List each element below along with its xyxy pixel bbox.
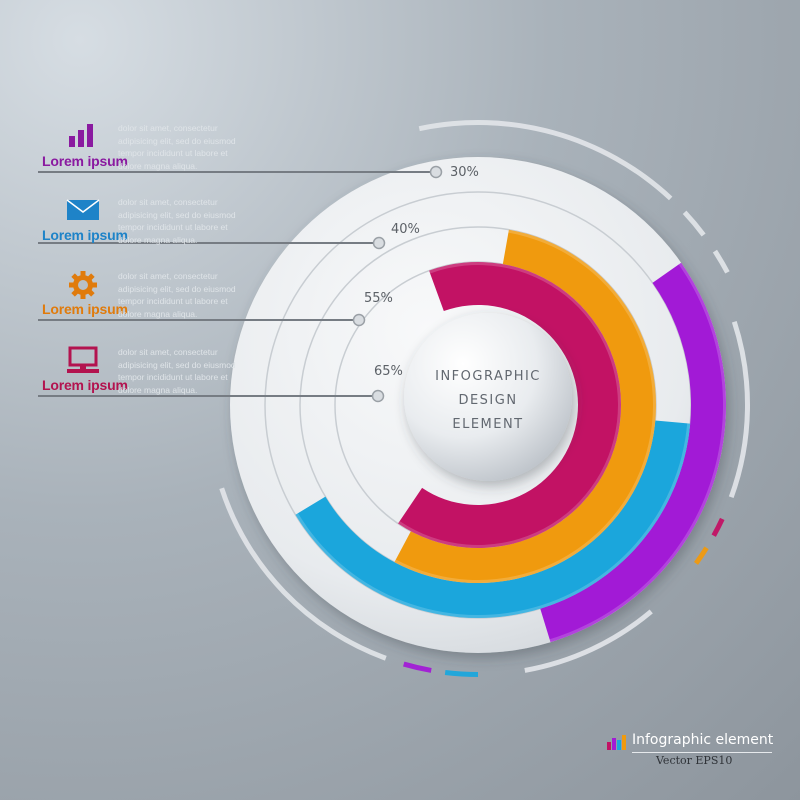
legend-item-3: Lorem ipsum dolor sit amet, consectetur a… xyxy=(38,270,268,340)
gear-icon xyxy=(66,270,100,300)
data-arcs xyxy=(295,229,726,643)
legend-description: dolor sit amet, consectetur adipisicing e… xyxy=(118,347,236,395)
outer-dash xyxy=(711,517,725,537)
outer-dash xyxy=(728,320,750,499)
legend-title: Lorem ipsum xyxy=(42,377,128,393)
center-label-line-3: ELEMENT xyxy=(452,417,523,432)
legend-item-1: Lorem ipsum dolor sit amet, consectetur a… xyxy=(38,122,268,192)
center-ball xyxy=(404,313,572,481)
envelope-icon xyxy=(66,196,100,226)
leader-dot xyxy=(429,165,443,179)
value-label: 40% xyxy=(391,222,420,237)
outer-dash xyxy=(694,546,709,565)
legend-item-4: Lorem ipsum dolor sit amet, consectetur a… xyxy=(38,346,268,416)
footer-subtitle: Vector EPS10 xyxy=(656,754,733,767)
center-label-line-2: DESIGN xyxy=(458,393,517,408)
leader-dot xyxy=(352,313,366,327)
footer: Infographic element Vector EPS10 xyxy=(606,730,796,775)
arc-40pct xyxy=(295,420,691,618)
legend-title: Lorem ipsum xyxy=(42,227,128,243)
legend-item-2: Lorem ipsum dolor sit amet, consectetur a… xyxy=(38,196,268,266)
legend-description: dolor sit amet, consectetur adipisicing e… xyxy=(118,197,236,245)
value-label: 30% xyxy=(450,165,479,180)
computer-icon xyxy=(66,346,100,376)
leader-dot xyxy=(371,389,385,403)
outer-dash-ring xyxy=(219,120,750,677)
bar-chart-icon xyxy=(66,122,100,152)
outer-dash xyxy=(682,210,706,237)
footer-divider xyxy=(632,752,772,753)
leader-lines: 30% 40% 55% 65% xyxy=(38,165,479,403)
arc-65pct xyxy=(398,262,622,549)
value-label: 65% xyxy=(374,364,403,379)
outer-dash xyxy=(712,249,730,274)
legend-description: dolor sit amet, consectetur adipisicing e… xyxy=(118,123,236,171)
legend-title: Lorem ipsum xyxy=(42,301,128,317)
outer-dash xyxy=(444,670,478,677)
legend-title: Lorem ipsum xyxy=(42,153,128,169)
center-label-line-1: INFOGRAPHIC xyxy=(435,369,541,384)
arc-55pct xyxy=(394,229,656,583)
arc-30pct xyxy=(540,262,726,643)
footer-bars-icon xyxy=(606,734,630,750)
outer-dash xyxy=(418,120,673,201)
leader-dot xyxy=(372,236,386,250)
outer-dash xyxy=(403,661,432,673)
footer-title: Infographic element xyxy=(632,732,774,748)
value-label: 55% xyxy=(364,291,393,306)
legend-description: dolor sit amet, consectetur adipisicing e… xyxy=(118,271,236,319)
outer-dash xyxy=(524,609,653,673)
